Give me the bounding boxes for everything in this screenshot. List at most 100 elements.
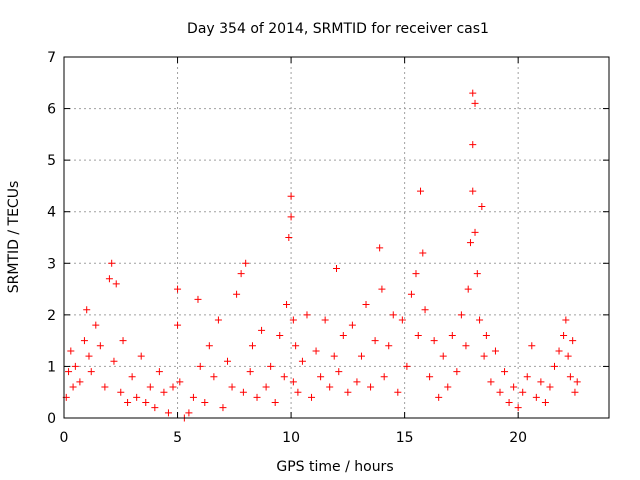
data-point [69,383,77,391]
data-point [308,393,316,401]
data-point [239,388,247,396]
data-point [108,259,116,267]
data-point [133,393,141,401]
data-point [501,368,509,376]
data-point [426,373,434,381]
data-point [357,352,365,360]
data-point [419,249,427,257]
data-point [294,388,302,396]
data-point [335,368,343,376]
data-point [435,393,443,401]
data-point [312,347,320,355]
data-point [362,301,370,309]
data-point [482,331,490,339]
data-point [164,409,172,417]
data-point [326,383,334,391]
data-point [289,316,297,324]
data-point [573,378,581,386]
data-point [289,378,297,386]
data-point [560,331,568,339]
data-point [71,362,79,370]
data-point [285,234,293,241]
data-point [262,383,270,391]
data-point [546,383,554,391]
data-point [292,342,300,350]
data-point [298,357,306,365]
data-point [176,378,184,386]
data-point [371,337,379,345]
data-point [237,270,245,278]
data-point [448,331,456,339]
data-point [303,311,311,319]
data-point [471,99,479,107]
data-point [398,316,406,324]
data-point [487,378,495,386]
data-point [414,331,422,339]
data-point [233,290,241,298]
data-point [376,244,384,252]
data-point [519,388,527,396]
data-point [67,347,75,355]
data-point [330,352,338,360]
x-tick-label: 10 [282,430,300,446]
data-point [201,399,209,407]
data-point [562,316,570,324]
data-point [142,399,150,407]
data-point [224,357,231,365]
data-point [469,187,477,195]
data-point [146,383,154,391]
data-point [276,331,284,339]
data-point [551,362,558,370]
data-point [65,368,73,376]
data-point [287,213,295,221]
y-tick-label: 1 [47,359,56,375]
data-point [378,285,386,293]
data-point [464,285,472,293]
data-point [317,373,325,381]
data-point [253,393,261,401]
data-point [469,89,477,97]
x-tick-label: 20 [509,430,527,446]
data-point [528,342,536,350]
data-point [564,352,572,360]
data-point [333,264,340,272]
data-point [214,316,222,324]
data-point [151,404,159,412]
data-point [248,342,256,350]
data-point [160,388,168,396]
data-point [466,239,474,247]
data-point [96,342,104,350]
grid-lines [64,57,609,418]
data-point [473,270,481,278]
data-point [510,383,518,391]
data-point [348,321,356,329]
data-point [246,368,254,376]
data-point [258,326,266,334]
x-axis-label: GPS time / hours [276,459,393,475]
data-point [101,383,109,391]
y-tick-label: 0 [47,411,56,427]
data-point [219,404,227,412]
data-point [496,388,504,396]
data-point [85,352,93,360]
data-point [417,187,425,195]
chart-title: Day 354 of 2014, SRMTID for receiver cas… [187,21,489,37]
y-axis-label: SRMTID / TECUs [6,181,22,294]
data-point [321,316,329,324]
data-point [444,383,452,391]
y-tick-label: 4 [47,205,56,221]
data-point [242,259,250,267]
y-tick-label: 6 [47,102,56,118]
data-point [189,393,197,401]
data-point [462,342,470,350]
data-point [541,399,549,407]
data-point [155,368,163,376]
data-point [353,378,361,386]
data-point [194,295,202,303]
data-point [339,331,347,339]
data-point [174,321,182,329]
x-tick-label: 0 [60,430,69,446]
data-point [569,337,577,345]
data-point [80,337,88,345]
